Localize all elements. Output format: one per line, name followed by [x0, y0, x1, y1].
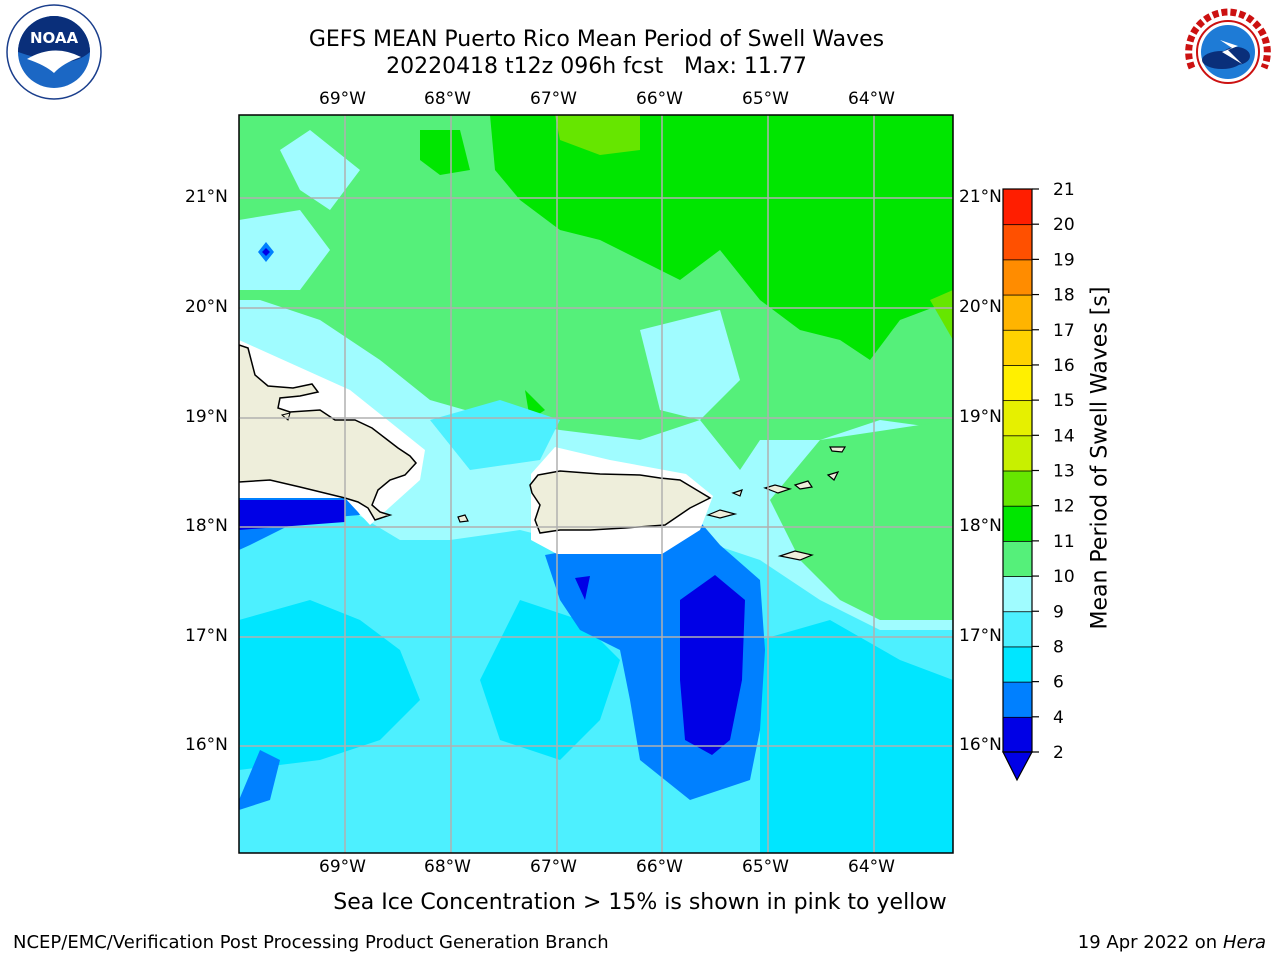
- nws-logo: [1181, 5, 1275, 99]
- lon-label-bottom: 67°W: [530, 857, 577, 877]
- colorbar-swatch: [1002, 540, 1033, 577]
- svg-text:NOAA: NOAA: [30, 29, 79, 47]
- lat-label-left: 19°N: [185, 407, 228, 427]
- lat-label-left: 18°N: [185, 516, 228, 536]
- colorbar-tick-label: 17: [1053, 321, 1075, 341]
- credit-date: 19 Apr 2022 on Hera: [1078, 932, 1266, 953]
- lat-label-right: 19°N: [959, 407, 1002, 427]
- colorbar-tick-label: 10: [1053, 567, 1075, 587]
- colorbar-swatch: [1002, 610, 1033, 648]
- colorbar-extend-triangle: [1002, 751, 1034, 782]
- colorbar-swatch: [1002, 434, 1033, 472]
- colorbar-tick-label: 11: [1053, 532, 1075, 552]
- colorbar-swatch: [1002, 329, 1033, 366]
- chart-title: GEFS MEAN Puerto Rico Mean Period of Swe…: [308, 27, 885, 52]
- colorbar-tick-label: 16: [1053, 356, 1075, 376]
- chart-subtitle: 20220418 t12z 096h fcst Max: 11.77: [386, 54, 807, 79]
- noaa-logo: NOAA: [6, 4, 102, 100]
- lon-label-top: 67°W: [530, 89, 577, 109]
- lon-label-bottom: 65°W: [742, 857, 789, 877]
- credit-host: Hera: [1222, 932, 1266, 953]
- colorbar-tick-label: 15: [1053, 391, 1075, 411]
- sea-ice-note: Sea Ice Concentration > 15% is shown in …: [333, 890, 947, 915]
- lon-label-top: 69°W: [319, 89, 366, 109]
- lat-label-right: 16°N: [959, 735, 1002, 755]
- colorbar-swatch: [1002, 646, 1033, 683]
- colorbar: 2 4 6 8 9 10 11 12 13 14 15 16 17 18 19 20 21: [1002, 180, 1075, 782]
- colorbar-swatch: [1002, 399, 1033, 437]
- lat-label-right: 20°N: [959, 297, 1002, 317]
- colorbar-swatch: [1002, 575, 1033, 613]
- lon-label-bottom: 69°W: [319, 857, 366, 877]
- colorbar-swatch: [1002, 364, 1033, 402]
- lon-label-bottom: 64°W: [848, 857, 895, 877]
- colorbar-tick-label: 9: [1053, 602, 1064, 622]
- lon-label-top: 64°W: [848, 89, 895, 109]
- colorbar-swatch: [1002, 470, 1033, 507]
- colorbar-label: Mean Period of Swell Waves [s]: [1087, 286, 1113, 630]
- lon-label-top: 68°W: [424, 89, 471, 109]
- lat-label-left: 16°N: [185, 735, 228, 755]
- colorbar-swatch: [1002, 716, 1033, 753]
- lat-label-left: 17°N: [185, 626, 228, 646]
- lat-label-right: 21°N: [959, 187, 1002, 207]
- map-frame: [238, 114, 954, 854]
- lon-label-bottom: 68°W: [424, 857, 471, 877]
- lat-label-left: 20°N: [185, 297, 228, 317]
- swell-period-field: [239, 115, 953, 853]
- colorbar-tick-label: 21: [1053, 180, 1075, 200]
- colorbar-tick-label: 13: [1053, 462, 1075, 482]
- lon-label-top: 65°W: [742, 89, 789, 109]
- lat-label-left: 21°N: [185, 187, 228, 207]
- colorbar-swatch: [1002, 294, 1033, 331]
- colorbar-tick-label: 6: [1053, 673, 1064, 693]
- colorbar-swatch: [1002, 188, 1033, 226]
- colorbar-tick-label: 20: [1053, 215, 1075, 235]
- colorbar-tick-label: 12: [1053, 497, 1075, 517]
- colorbar-swatch: [1002, 505, 1033, 542]
- colorbar-tick-label: 8: [1053, 637, 1064, 657]
- colorbar-tick-label: 14: [1053, 426, 1075, 446]
- colorbar-tick-label: 18: [1053, 286, 1075, 306]
- lat-label-right: 17°N: [959, 626, 1002, 646]
- colorbar-tick-label: 4: [1053, 708, 1064, 728]
- lon-label-bottom: 66°W: [636, 857, 683, 877]
- colorbar-tick-label: 2: [1053, 743, 1064, 763]
- colorbar-tick-label: 19: [1053, 250, 1075, 270]
- lat-label-right: 18°N: [959, 516, 1002, 536]
- credit-date-text: 19 Apr 2022 on: [1077, 932, 1218, 953]
- lon-label-top: 66°W: [636, 89, 683, 109]
- colorbar-swatch: [1002, 681, 1033, 718]
- colorbar-swatch: [1002, 258, 1033, 296]
- colorbar-swatch: [1002, 223, 1033, 261]
- credit-branch: NCEP/EMC/Verification Post Processing Pr…: [13, 932, 609, 953]
